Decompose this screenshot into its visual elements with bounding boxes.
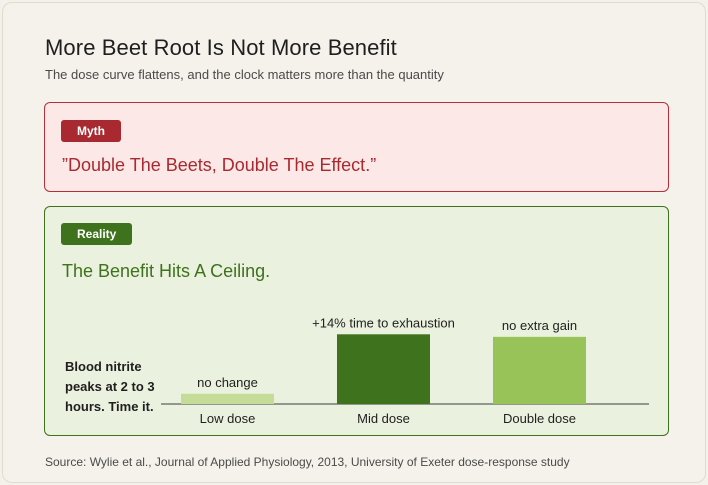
- annotation-line: Blood nitrite: [65, 359, 142, 374]
- reality-heading: The Benefit Hits A Ceiling.: [62, 261, 271, 281]
- reality-panel: Reality The Benefit Hits A Ceiling. Bloo…: [44, 206, 669, 436]
- page-subtitle: The dose curve flattens, and the clock m…: [45, 67, 444, 82]
- annotation-line: peaks at 2 to 3: [65, 379, 155, 394]
- chart-annotation: Blood nitrite peaks at 2 to 3 hours. Time …: [65, 359, 155, 414]
- page-title: More Beet Root Is Not More Benefit: [45, 35, 397, 60]
- reality-badge: Reality: [61, 223, 133, 245]
- source-note: Source: Wylie et al., Journal of Applied…: [45, 455, 570, 469]
- bar-low-dose: [181, 393, 274, 404]
- category-label-double-dose: Double dose: [503, 411, 576, 426]
- myth-badge: Myth: [61, 120, 121, 142]
- category-label-low-dose: Low dose: [200, 411, 256, 426]
- myth-panel: Myth ”Double The Beets, Double The Effec…: [44, 102, 669, 192]
- annotation-line: hours. Time it.: [65, 399, 154, 414]
- category-label-mid-dose: Mid dose: [357, 411, 410, 426]
- data-label-low-dose: no change: [197, 375, 258, 390]
- data-label-double-dose: no extra gain: [502, 318, 577, 333]
- data-label-mid-dose: +14% time to exhaustion: [312, 315, 455, 330]
- chart-bars: no change Low dose +14% time to exhaustion…: [181, 315, 586, 426]
- bar-mid-dose: [337, 334, 430, 404]
- bar-double-dose: [493, 336, 586, 404]
- dose-response-chart: Blood nitrite peaks at 2 to 3 hours. Time …: [65, 315, 649, 426]
- myth-quote: ”Double The Beets, Double The Effect.”: [62, 155, 377, 175]
